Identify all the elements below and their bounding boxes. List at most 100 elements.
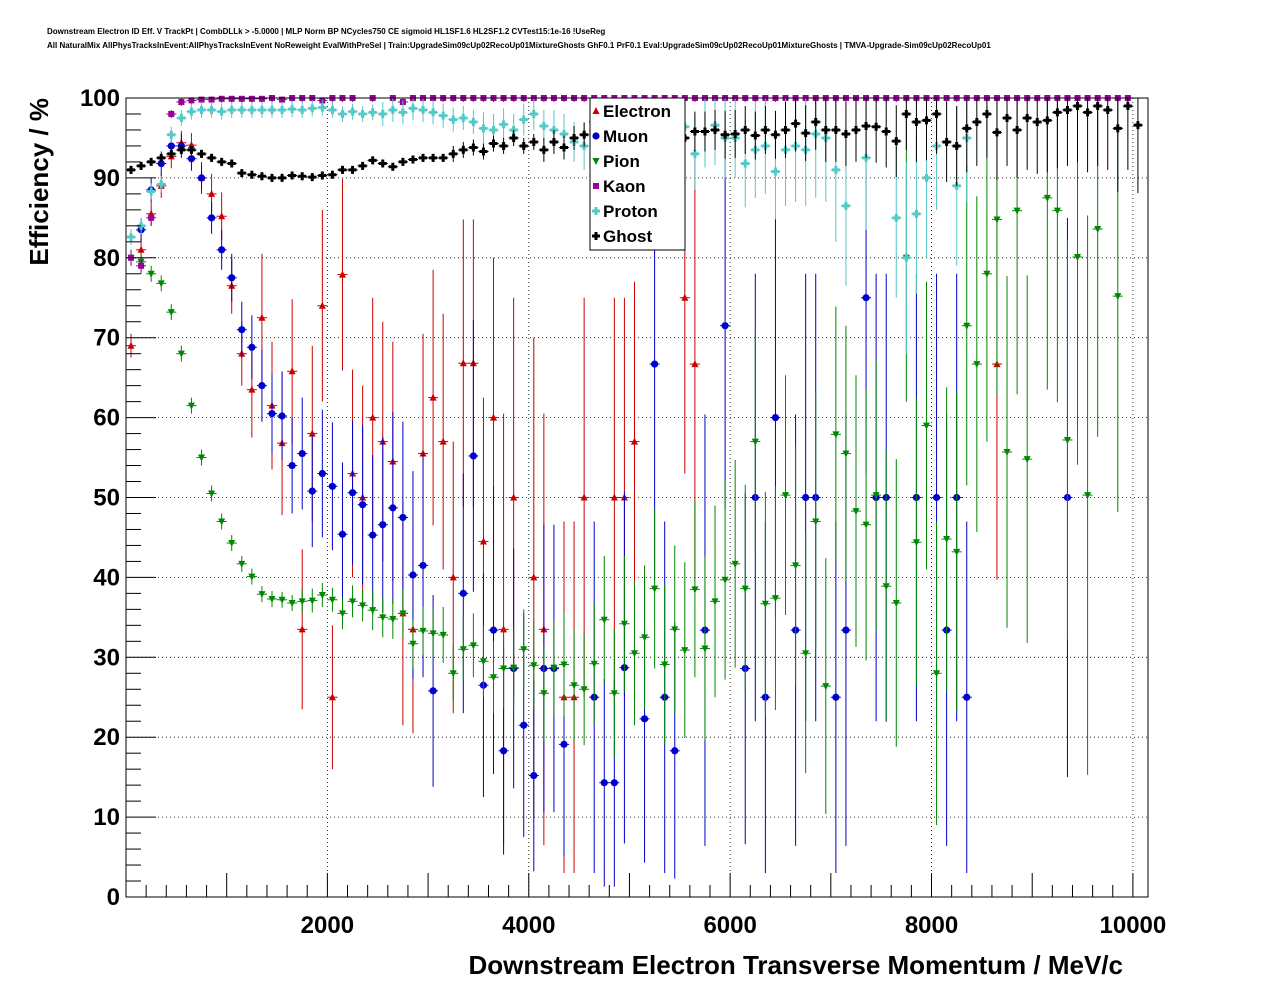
ghost-point: [932, 109, 941, 118]
kaon-point: [258, 95, 265, 102]
electron-point: [127, 341, 135, 349]
ghost-point: [721, 130, 730, 139]
pion-point: [912, 539, 920, 547]
proton-point: [308, 104, 317, 113]
muon-point: [963, 693, 971, 701]
x-tick-label: 10000: [1100, 912, 1167, 939]
electron-point: [490, 413, 498, 421]
ghost-point: [1113, 124, 1122, 133]
kaon-point: [218, 95, 225, 102]
pion-point: [500, 665, 508, 673]
muon-point: [640, 715, 649, 723]
pion-point: [691, 586, 699, 594]
y-axis-label: Efficiency / %: [24, 98, 54, 266]
pion-point: [802, 650, 810, 658]
pion-point: [369, 607, 377, 615]
electron-point: [429, 393, 437, 401]
pion-point: [570, 682, 578, 690]
proton-point: [368, 108, 377, 117]
ghost-point: [419, 153, 428, 162]
muon-point: [218, 246, 226, 254]
pion-point: [147, 270, 155, 278]
ghost-point: [469, 143, 478, 152]
electron-point: [419, 449, 427, 457]
legend-marker-proton: [592, 207, 600, 215]
pion-point: [933, 670, 941, 678]
pion-point: [490, 674, 498, 682]
kaon-point: [168, 110, 175, 117]
proton-point: [469, 117, 478, 126]
ghost-point: [167, 149, 176, 158]
pion-point: [288, 599, 296, 607]
electron-point: [308, 429, 316, 437]
ghost-point: [560, 143, 568, 152]
electron-point: [369, 413, 377, 421]
muon-point: [359, 501, 367, 509]
pion-point: [248, 573, 256, 581]
ghost-point: [137, 161, 146, 170]
muon-point: [842, 626, 850, 634]
proton-point: [237, 105, 246, 114]
proton-point: [328, 105, 337, 114]
ghost-point: [1083, 108, 1092, 117]
proton-point: [439, 111, 448, 120]
muon-point: [328, 482, 337, 490]
pion-point: [399, 610, 407, 618]
muon-point: [369, 531, 377, 539]
y-tick-label: 0: [107, 884, 120, 911]
pion-point: [1053, 207, 1061, 215]
pion-point: [278, 596, 286, 604]
pion-point: [268, 595, 276, 603]
ghost-point: [761, 125, 770, 134]
proton-point: [539, 121, 548, 130]
y-tick-label: 20: [93, 724, 120, 751]
proton-point: [449, 115, 458, 124]
muon-point: [298, 449, 306, 458]
ghost-point: [1063, 105, 1072, 114]
muon-point: [610, 779, 618, 787]
pion-point: [792, 562, 800, 570]
pion-point: [741, 585, 749, 593]
y-tick-label: 90: [93, 165, 120, 192]
ghost-point: [1033, 117, 1042, 126]
legend-marker-ghost: [592, 232, 600, 240]
ghost-point: [902, 109, 911, 118]
muon-point: [167, 142, 175, 150]
muon-point: [207, 214, 216, 222]
ghost-point: [942, 137, 951, 146]
ghost-point: [278, 173, 287, 182]
proton-point: [127, 233, 136, 242]
muon-point: [429, 687, 437, 695]
proton-point: [741, 159, 750, 168]
ghost-point: [781, 125, 790, 134]
pion-point: [1023, 456, 1031, 464]
proton-point: [419, 105, 428, 114]
legend-marker-kaon: [593, 183, 599, 189]
proton-point: [157, 180, 166, 189]
proton-point: [167, 130, 176, 139]
proton-point: [197, 105, 206, 114]
ghost-point: [1023, 113, 1032, 122]
proton-point: [549, 125, 558, 134]
y-tick-label: 80: [93, 245, 120, 272]
electron-point: [298, 625, 306, 633]
muon-point: [489, 626, 498, 634]
muon-point: [308, 487, 316, 495]
ghost-point: [147, 157, 156, 166]
muon-point: [157, 159, 165, 168]
pion-point: [771, 595, 779, 603]
pion-point: [1043, 194, 1051, 202]
pion-point: [600, 616, 608, 624]
kaon-point: [148, 214, 155, 221]
proton-point: [499, 120, 508, 129]
pion-point: [530, 662, 538, 670]
ghost-point: [449, 149, 458, 158]
muon-point: [862, 294, 870, 302]
ghost-point: [408, 155, 417, 164]
proton-point: [318, 103, 327, 112]
ghost-point: [1133, 121, 1142, 130]
muon-point: [419, 561, 427, 570]
pion-point: [308, 597, 316, 605]
pion-point: [580, 686, 588, 694]
muon-point: [771, 414, 780, 422]
